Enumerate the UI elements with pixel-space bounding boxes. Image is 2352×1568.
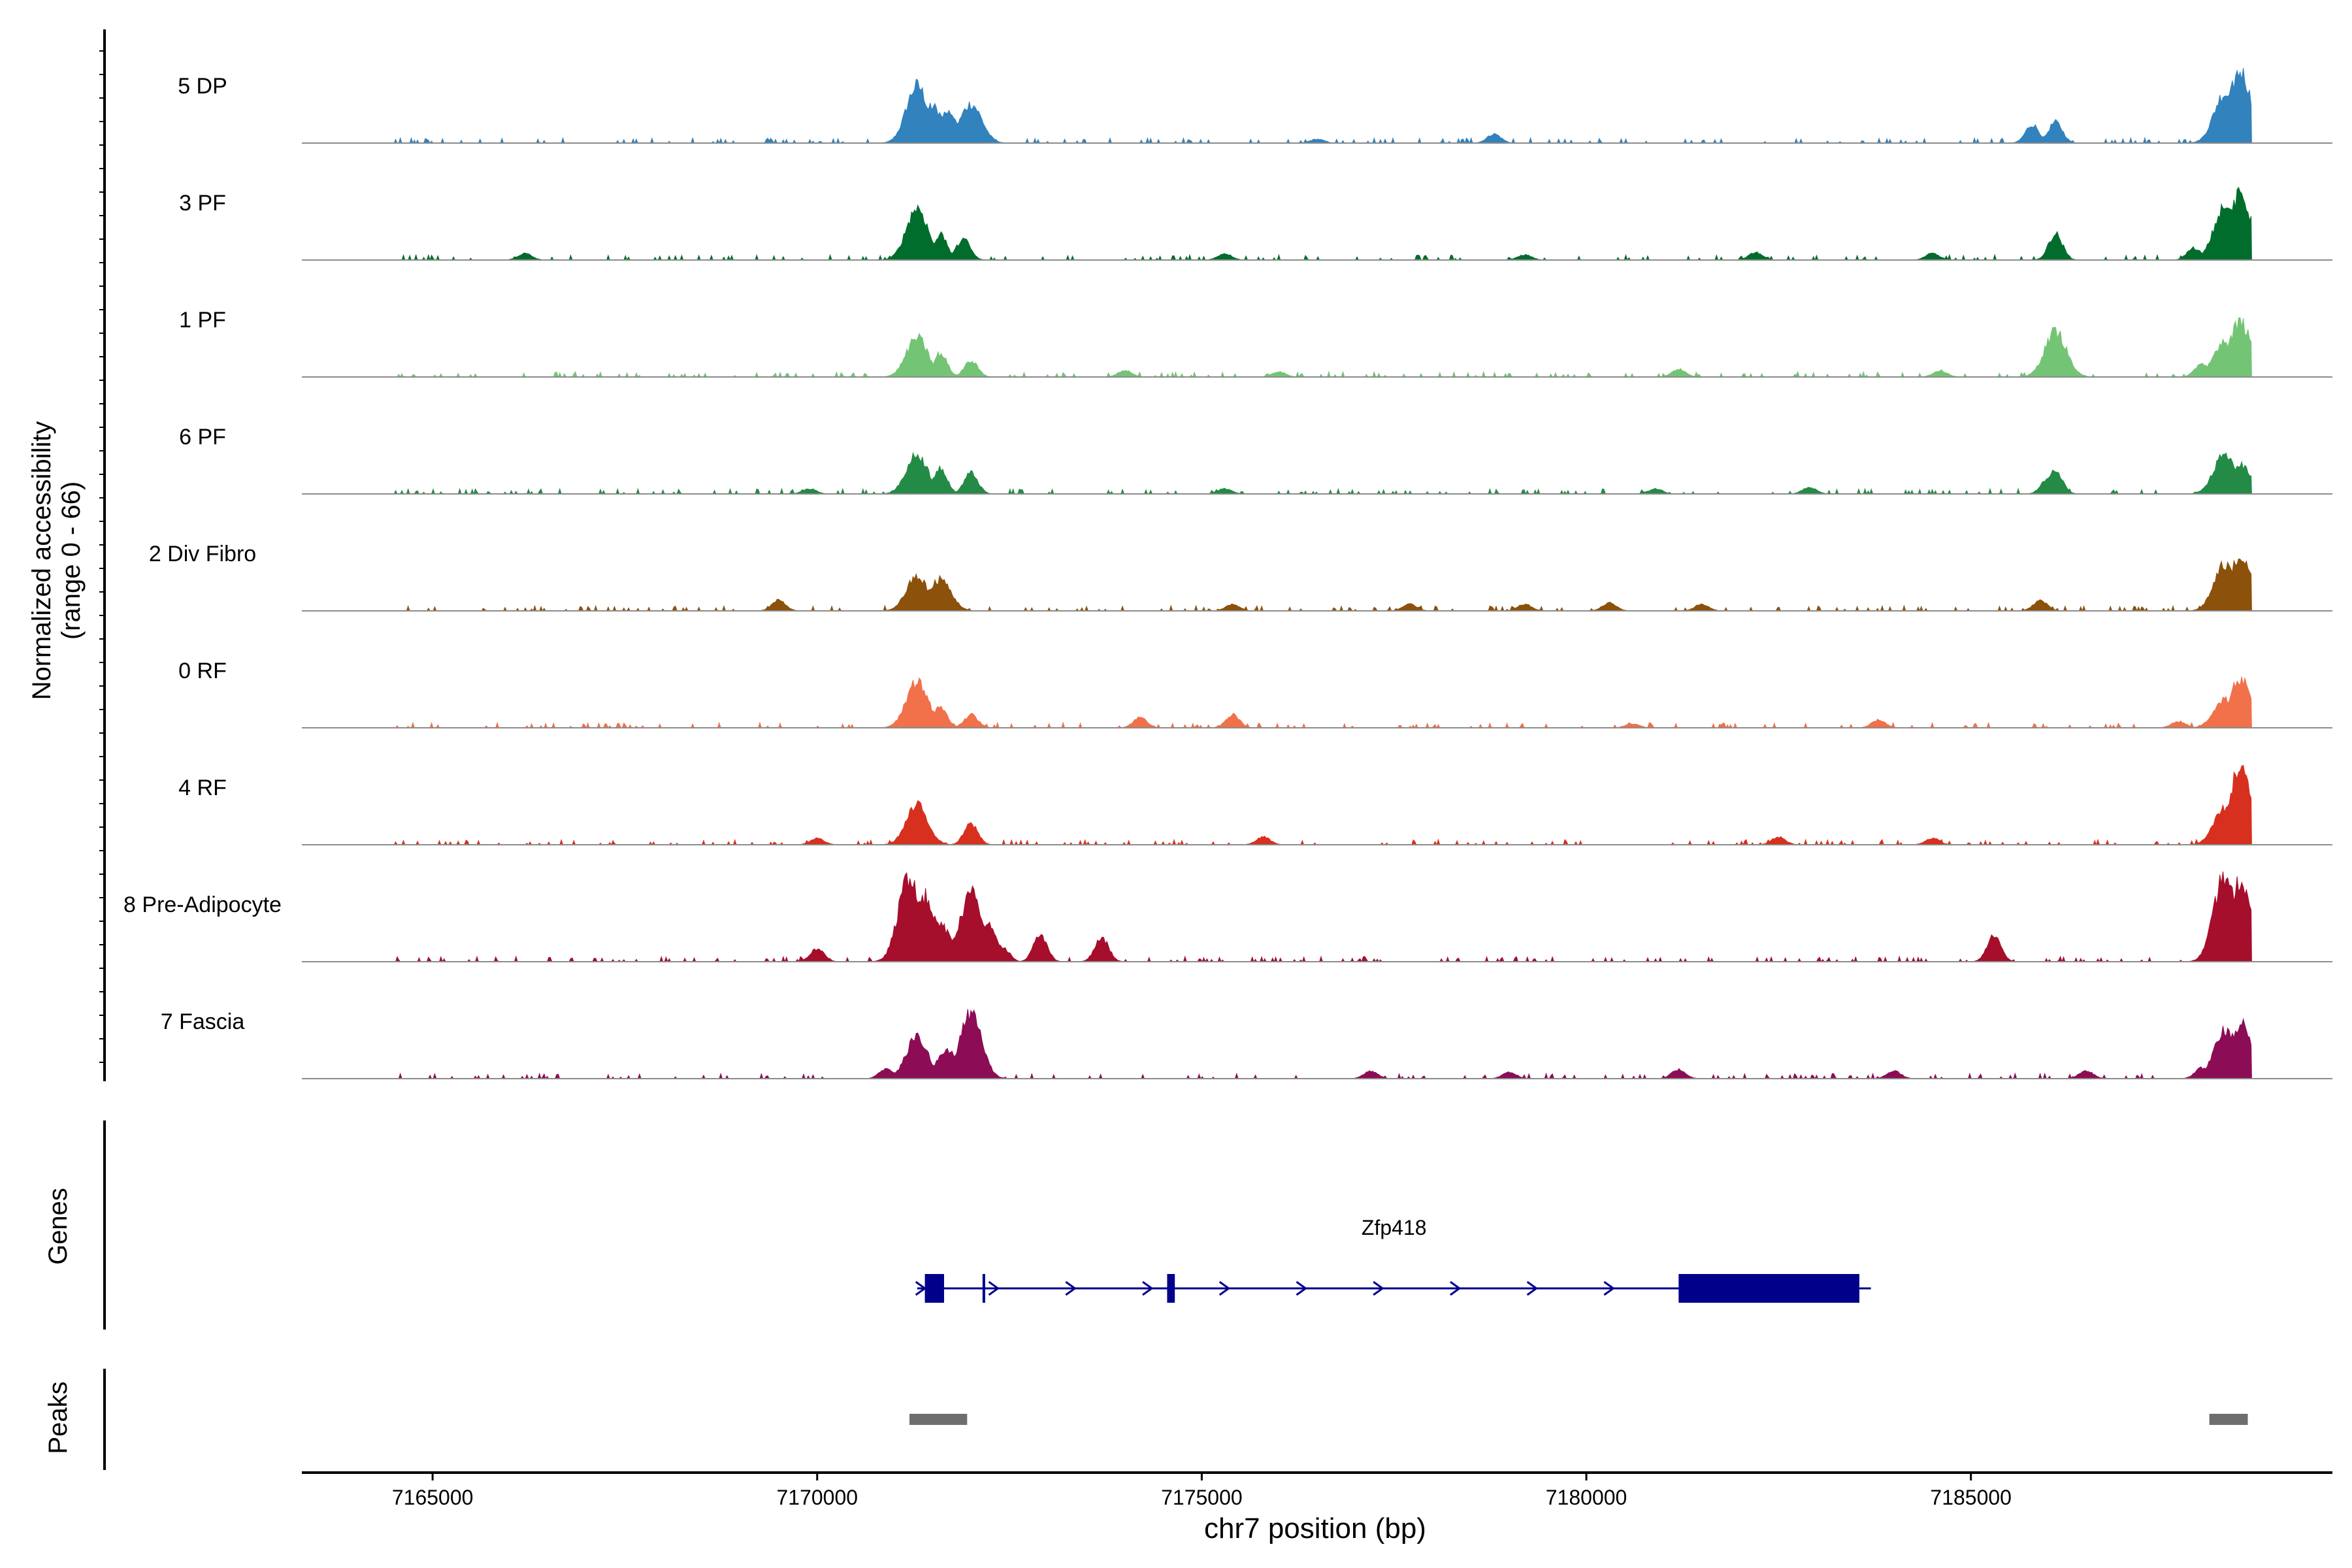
track-0-rf: 0 RF bbox=[178, 659, 2332, 729]
x-axis: 7165000 7170000 7175000 7180000 7185000 bbox=[302, 1471, 2332, 1509]
gene-strand-arrow bbox=[1065, 1281, 1077, 1296]
track-label: 2 Div Fibro bbox=[149, 542, 256, 566]
track-label: 3 PF bbox=[179, 191, 226, 216]
gene-exon bbox=[1678, 1274, 1859, 1303]
gene-strand-arrow bbox=[1142, 1281, 1154, 1296]
gene-exon bbox=[924, 1274, 945, 1303]
gene-strand-arrow bbox=[1373, 1281, 1384, 1296]
genes-axis-label: Genes bbox=[44, 1188, 73, 1265]
track-label: 0 RF bbox=[178, 659, 227, 683]
x-axis-label: chr7 position (bp) bbox=[1204, 1512, 1426, 1544]
peak-region bbox=[2209, 1414, 2248, 1425]
track-6-pf: 6 PF bbox=[179, 425, 2332, 495]
x-tick-label: 7170000 bbox=[776, 1486, 858, 1509]
track-2-div-fibro: 2 Div Fibro bbox=[149, 542, 2332, 612]
y-axis-range-label: (range 0 - 66) bbox=[57, 482, 86, 640]
track-label: 1 PF bbox=[179, 308, 226, 333]
coverage-y-axis bbox=[99, 29, 106, 1081]
track-3-pf: 3 PF bbox=[179, 186, 2332, 261]
x-tick-label: 7165000 bbox=[392, 1486, 474, 1509]
peak-region bbox=[909, 1414, 968, 1425]
track-4-rf: 4 RF bbox=[178, 764, 2332, 846]
track-label: 8 Pre-Adipocyte bbox=[123, 892, 282, 917]
y-axis-label: Normalized accessibility bbox=[27, 421, 56, 700]
track-label: 7 Fascia bbox=[161, 1009, 245, 1034]
coverage-tracks: 5 DP 3 PF 1 PF 6 PF 2 Div Fibro 0 RF 4 RF 8 Pre… bbox=[123, 68, 2332, 1080]
gene-strand-arrow bbox=[915, 1281, 927, 1296]
gene-strand-arrow bbox=[1603, 1281, 1615, 1296]
gene-strand-arrow bbox=[988, 1281, 1000, 1296]
track-7-fascia: 7 Fascia bbox=[161, 1009, 2332, 1080]
peaks-axis-label: Peaks bbox=[44, 1381, 73, 1454]
gene-strand-arrow bbox=[1296, 1281, 1308, 1296]
track-1-pf: 1 PF bbox=[179, 308, 2332, 378]
x-tick-label: 7175000 bbox=[1161, 1486, 1243, 1509]
track-label: 5 DP bbox=[178, 74, 227, 99]
track-5-dp: 5 DP bbox=[178, 68, 2332, 144]
gene-strand-arrow bbox=[1450, 1281, 1462, 1296]
track-label: 6 PF bbox=[179, 425, 226, 449]
track-8-pre-adipocyte: 8 Pre-Adipocyte bbox=[123, 871, 2332, 963]
peaks-panel bbox=[103, 1369, 2248, 1470]
track-label: 4 RF bbox=[178, 776, 227, 800]
coverage-area bbox=[302, 317, 2252, 378]
gene-strand-arrow bbox=[1218, 1281, 1231, 1296]
genes-panel: Zfp418 bbox=[103, 1120, 1871, 1330]
gene-strand-arrow bbox=[1526, 1281, 1539, 1296]
x-tick-label: 7180000 bbox=[1546, 1486, 1627, 1509]
gene-exon bbox=[1167, 1274, 1175, 1303]
x-tick-label: 7185000 bbox=[1930, 1486, 2012, 1509]
gene-exon bbox=[982, 1274, 985, 1303]
gene-name-label: Zfp418 bbox=[1362, 1216, 1427, 1239]
